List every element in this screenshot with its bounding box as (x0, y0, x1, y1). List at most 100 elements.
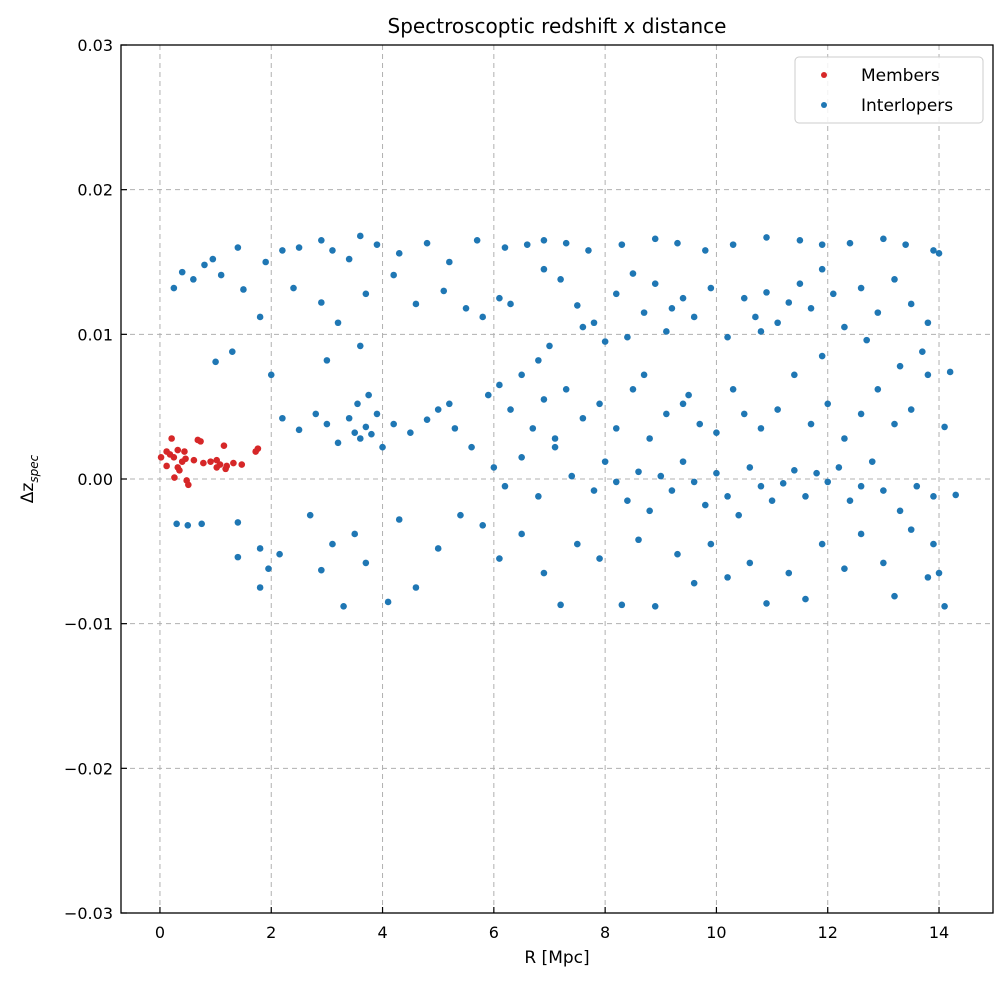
x-axis-label: R [Mpc] (524, 948, 589, 968)
interloper-point (857, 410, 865, 418)
y-tick-label: 0.03 (77, 36, 113, 55)
interloper-point (841, 435, 848, 442)
legend: Members Interlopers (794, 56, 984, 124)
interloper-point (574, 540, 581, 548)
interloper-point (657, 472, 665, 480)
interloper-point (540, 396, 548, 403)
interloper-point (863, 336, 870, 344)
x-tick-label: 10 (706, 923, 726, 942)
interloper-point (198, 520, 205, 528)
interloper-point (540, 237, 548, 244)
interloper-point (757, 482, 765, 490)
interloper-point (329, 247, 336, 254)
member-point (220, 442, 228, 450)
y-tick-label: 0.01 (77, 325, 113, 344)
interloper-point (807, 420, 815, 428)
interloper-point (740, 410, 748, 418)
interloper-point (646, 507, 653, 515)
interloper-point (651, 603, 659, 610)
x-tick-label: 2 (266, 923, 276, 942)
interloper-point (178, 268, 186, 276)
member-point (222, 465, 229, 473)
interloper-point (276, 550, 283, 558)
interloper-point (818, 265, 826, 273)
interloper-point (562, 239, 570, 247)
interloper-point (535, 493, 542, 500)
legend-marker-interlopers (821, 102, 827, 108)
y-tick-label: −0.01 (64, 615, 113, 634)
interloper-point (913, 482, 921, 490)
interloper-point (267, 371, 275, 379)
interloper-point (635, 468, 642, 476)
member-point (178, 458, 186, 465)
interloper-point (579, 323, 587, 331)
interloper-point (540, 265, 548, 273)
member-point (230, 459, 237, 467)
member-point (176, 467, 183, 474)
interloper-point (746, 559, 754, 567)
interloper-point (496, 381, 503, 389)
interloper-point (724, 333, 731, 341)
interloper-point (941, 423, 948, 431)
interloper-point (679, 458, 687, 465)
interloper-point (829, 290, 837, 298)
interloper-point (930, 247, 937, 254)
interloper-point (557, 276, 564, 283)
interloper-point (841, 323, 848, 331)
interloper-point (501, 482, 509, 490)
interloper-point (930, 493, 937, 500)
interloper-point (740, 294, 748, 302)
interloper-point (334, 319, 342, 327)
interloper-point (373, 410, 381, 418)
interloper-point (312, 410, 320, 418)
interloper-point (702, 247, 709, 254)
interloper-point (690, 478, 698, 486)
interloper-point (668, 487, 676, 494)
interloper-point (362, 559, 370, 567)
interloper-point (824, 478, 832, 486)
interloper-point (707, 284, 715, 292)
x-tick-label: 14 (929, 923, 949, 942)
interloper-point (265, 565, 272, 572)
interloper-point (535, 357, 542, 364)
interloper-point (551, 443, 559, 451)
legend-box (794, 56, 984, 124)
interloper-point (256, 313, 264, 321)
interloper-point (479, 313, 487, 321)
interloper-point (774, 406, 781, 413)
interloper-point (479, 521, 487, 529)
interloper-point (201, 261, 208, 269)
interloper-point (318, 299, 325, 306)
interloper-point (334, 439, 342, 447)
interloper-point (518, 454, 525, 461)
chart-title: Spectroscoptic redshift x distance (388, 14, 727, 38)
interloper-point (874, 386, 882, 393)
interloper-point (880, 487, 887, 494)
interloper-point (395, 516, 403, 523)
interloper-point (170, 284, 178, 292)
interloper-point (696, 420, 704, 428)
interloper-point (356, 342, 364, 350)
member-point (166, 451, 174, 458)
interloper-point (323, 357, 331, 364)
interloper-point (407, 429, 414, 437)
interloper-point (240, 286, 247, 293)
x-tick-label: 4 (377, 923, 387, 942)
interloper-point (256, 545, 264, 552)
interloper-point (935, 250, 943, 257)
interloper-point (390, 420, 397, 428)
interloper-point (612, 290, 620, 298)
interloper-point (846, 239, 854, 247)
interloper-point (824, 400, 832, 408)
interloper-point (329, 540, 336, 548)
interloper-point (557, 601, 564, 609)
interloper-point (318, 566, 325, 574)
interloper-point (763, 289, 770, 296)
interloper-point (373, 241, 381, 248)
interloper-point (813, 469, 820, 477)
interloper-point (490, 464, 498, 471)
interloper-point (774, 319, 781, 327)
interloper-point (596, 400, 603, 408)
interloper-point (356, 435, 364, 442)
interloper-point (279, 414, 286, 422)
